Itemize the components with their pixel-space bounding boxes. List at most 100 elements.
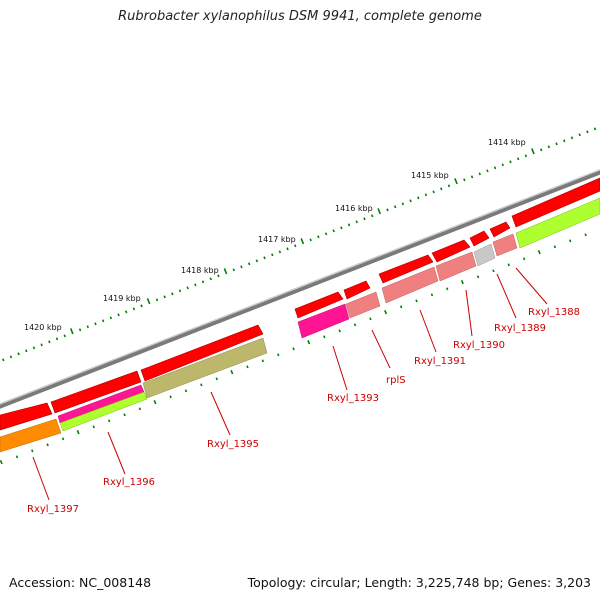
ruler-tick bbox=[537, 249, 541, 255]
gene-label[interactable]: Rxyl_1397 bbox=[27, 504, 79, 515]
cds-arrow[interactable] bbox=[469, 230, 490, 247]
ruler-tick bbox=[347, 223, 351, 227]
ruler-tick bbox=[223, 268, 228, 275]
ruler-tick bbox=[200, 383, 203, 387]
ruler-tick bbox=[507, 263, 510, 267]
ruler-tick bbox=[55, 337, 59, 341]
ruler-tick bbox=[153, 400, 157, 405]
ruler-tick bbox=[430, 293, 434, 297]
kbp-label-1415: 1415 kbp bbox=[411, 171, 449, 180]
genome-backbone-highlight bbox=[0, 169, 600, 405]
band-segment-gray[interactable] bbox=[473, 243, 496, 267]
ruler-tick bbox=[69, 328, 74, 335]
ruler-tick bbox=[447, 184, 451, 188]
cds-arrow[interactable] bbox=[378, 254, 434, 284]
ruler-tick bbox=[32, 346, 36, 350]
gene-label[interactable]: Rxyl_1389 bbox=[494, 323, 546, 334]
ruler-tick bbox=[522, 257, 526, 261]
cds-arrow[interactable] bbox=[140, 324, 264, 382]
ruler-tick bbox=[246, 365, 249, 369]
ruler-tick bbox=[555, 142, 558, 146]
ruler-tick bbox=[184, 389, 188, 393]
ruler-tick bbox=[201, 280, 205, 284]
ruler-tick bbox=[415, 299, 418, 303]
ruler-tick bbox=[271, 253, 274, 257]
gene-label[interactable]: Rxyl_1396 bbox=[103, 477, 155, 488]
band-segment-pink[interactable] bbox=[381, 266, 439, 304]
band-segment-pink[interactable] bbox=[345, 291, 381, 319]
kbp-label-1418: 1418 kbp bbox=[181, 266, 219, 275]
ruler-tick bbox=[501, 163, 504, 167]
ruler-tick bbox=[578, 133, 581, 137]
cds-arrow[interactable] bbox=[431, 239, 471, 263]
cds-arrow[interactable] bbox=[343, 280, 371, 300]
cds-arrow[interactable] bbox=[0, 402, 53, 431]
inner-ticks bbox=[0, 227, 600, 465]
gene-label[interactable]: Rxyl_1390 bbox=[453, 340, 505, 351]
ruler-tick bbox=[9, 355, 13, 359]
ruler-tick bbox=[399, 305, 403, 309]
ruler-tick bbox=[300, 238, 305, 245]
ruler-tick bbox=[109, 316, 113, 320]
ruler-tick bbox=[278, 250, 282, 254]
feature-band-ring bbox=[0, 197, 600, 453]
cds-arrow[interactable] bbox=[294, 291, 344, 319]
band-segment-pink[interactable] bbox=[435, 251, 477, 282]
ruler-tick bbox=[194, 283, 197, 287]
ruler-tick bbox=[370, 214, 374, 218]
cds-arrow[interactable] bbox=[511, 177, 600, 228]
band-segment-lime[interactable] bbox=[515, 197, 600, 249]
ruler-tick bbox=[492, 269, 495, 273]
ruler-tick bbox=[446, 287, 449, 291]
kbp-label-1416: 1416 kbp bbox=[335, 204, 373, 213]
ruler-tick bbox=[509, 160, 512, 164]
gene-label[interactable]: Rxyl_1391 bbox=[414, 356, 466, 367]
kbp-label-1419: 1419 kbp bbox=[103, 294, 141, 303]
ruler-tick bbox=[476, 275, 480, 279]
ruler-tick bbox=[393, 205, 397, 209]
ruler-tick bbox=[46, 443, 49, 447]
ruler-tick bbox=[584, 233, 587, 237]
ruler-tick bbox=[470, 175, 474, 179]
label-leaders bbox=[32, 267, 548, 501]
ruler-tick bbox=[424, 193, 428, 197]
ruler-tick bbox=[101, 319, 105, 323]
gene-label[interactable]: Rxyl_1393 bbox=[327, 393, 379, 404]
ruler-tick bbox=[324, 232, 328, 236]
ruler-tick bbox=[17, 352, 20, 356]
ruler-tick bbox=[294, 244, 297, 248]
kbp-label-1420: 1420 kbp bbox=[24, 323, 62, 332]
cds-arrow[interactable] bbox=[50, 370, 142, 414]
ruler-tick bbox=[124, 310, 128, 314]
gene-label[interactable]: rplS bbox=[386, 375, 406, 386]
ruler-tick bbox=[215, 377, 218, 381]
band-segment-lime[interactable] bbox=[59, 391, 148, 432]
band-segment-olive[interactable] bbox=[142, 337, 268, 399]
ruler-tick bbox=[76, 429, 80, 435]
band-segment-magenta[interactable] bbox=[297, 303, 350, 339]
band-segment-orange[interactable] bbox=[0, 418, 62, 453]
ruler-tick bbox=[340, 226, 343, 230]
ruler-tick bbox=[86, 325, 89, 329]
gene-label[interactable]: Rxyl_1388 bbox=[528, 307, 580, 318]
ruler-tick bbox=[217, 274, 220, 278]
ruler-tick bbox=[186, 286, 189, 290]
ruler-tick bbox=[307, 340, 311, 345]
ruler-tick bbox=[332, 229, 335, 233]
ruler-tick bbox=[247, 262, 251, 266]
ruler-ticks bbox=[2, 127, 597, 362]
ruler-tick bbox=[171, 292, 174, 296]
ruler-tick bbox=[277, 353, 280, 357]
ruler-tick bbox=[292, 347, 295, 351]
ruler-tick bbox=[553, 245, 557, 249]
ruler-tick bbox=[286, 247, 289, 251]
ruler-tick bbox=[338, 329, 341, 333]
gene-label[interactable]: Rxyl_1395 bbox=[207, 439, 259, 450]
ruler-tick bbox=[178, 289, 182, 293]
cds-arrow[interactable] bbox=[489, 221, 511, 238]
band-segment-pink[interactable] bbox=[492, 233, 518, 257]
ruler-tick bbox=[524, 154, 528, 158]
ruler-tick bbox=[353, 323, 357, 327]
